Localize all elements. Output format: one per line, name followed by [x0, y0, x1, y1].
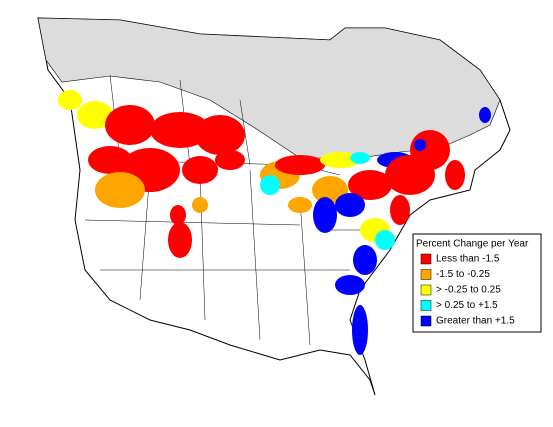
region — [105, 105, 155, 145]
region — [215, 150, 245, 170]
legend-swatch — [420, 269, 432, 280]
data-regions — [58, 90, 491, 355]
region — [445, 160, 465, 190]
region — [320, 152, 360, 168]
region — [195, 115, 245, 155]
region — [353, 245, 377, 275]
legend-items: Less than -1.5 -1.5 to -0.25 > -0.25 to 0.… — [420, 253, 515, 327]
region — [375, 230, 395, 250]
northern-region — [37, 17, 501, 159]
region — [479, 107, 491, 123]
legend-box — [412, 233, 542, 333]
legend-swatch — [420, 315, 432, 327]
region — [150, 112, 210, 148]
region — [414, 139, 426, 151]
legend-label: Less than -1.5 — [436, 254, 500, 265]
legend-swatch — [420, 284, 432, 296]
region — [335, 275, 365, 295]
legend: Percent Change per Year Less than -1.5 -1… — [412, 233, 542, 333]
region — [77, 101, 113, 129]
region — [390, 195, 410, 225]
region — [168, 222, 192, 258]
legend-label: > 0.25 to +1.5 — [436, 300, 498, 311]
region — [288, 197, 312, 213]
legend-swatch — [420, 253, 432, 265]
region — [260, 175, 280, 195]
region — [313, 197, 337, 233]
region — [410, 130, 450, 170]
region — [350, 152, 370, 164]
legend-swatch — [420, 300, 432, 311]
region — [58, 90, 82, 110]
region — [352, 305, 368, 355]
region — [275, 155, 325, 175]
region — [335, 193, 365, 217]
region — [182, 156, 218, 184]
legend-title: Percent Change per Year — [416, 239, 529, 250]
region — [348, 170, 392, 200]
legend-label: Greater than +1.5 — [436, 316, 515, 327]
legend-label: > -0.25 to 0.25 — [436, 285, 501, 296]
region — [192, 197, 208, 213]
region — [95, 172, 145, 208]
region — [170, 205, 186, 225]
land — [37, 17, 511, 396]
legend-label: -1.5 to -0.25 — [436, 269, 490, 280]
